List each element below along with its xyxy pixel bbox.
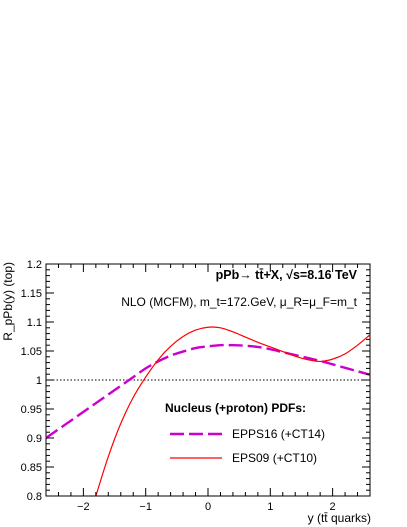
y-tick-label: 1.2 [27, 259, 42, 271]
x-tick-label: −1 [139, 501, 152, 513]
x-tick-label: 2 [330, 501, 336, 513]
y-tick-label: 1.1 [27, 317, 42, 329]
y-tick-label: 0.9 [27, 433, 42, 445]
x-axis-title: y (tt̄ quarks) [308, 511, 371, 525]
process-annotation: pPb→ tt̄+X, √s=8.16 TeV [216, 268, 358, 282]
y-tick-label: 0.95 [21, 404, 42, 416]
series-line-epps16 [45, 343, 371, 439]
legend: EPPS16 (+CT14) EPS09 (+CT10) [170, 427, 325, 465]
x-tick-label: −2 [77, 501, 90, 513]
y-tick-label: 0.85 [21, 462, 42, 474]
y-tick-label: 1.05 [21, 346, 42, 358]
axes-group: 0.8 0.85 0.9 0.95 1 1.05 1.1 1.15 1.2 −2 −1 0 1 2 [21, 259, 371, 513]
y-axis-title: R_pPb(y) (top) [1, 262, 15, 341]
y-tick-label: 0.8 [27, 491, 42, 503]
legend-label: EPS09 (+CT10) [232, 451, 317, 465]
y-tick-label: 1.15 [21, 288, 42, 300]
x-tick-label: 0 [205, 501, 211, 513]
y-tick-label: 1 [36, 375, 42, 387]
legend-label: EPPS16 (+CT14) [232, 427, 325, 441]
legend-title: Nucleus (+proton) PDFs: [165, 401, 306, 415]
x-tick-label: 1 [267, 501, 273, 513]
series-group [45, 326, 371, 497]
calculation-annotation: NLO (MCFM), m_t=172.GeV, μ_R=μ_F=m_t [121, 295, 357, 309]
series-line-eps09 [95, 326, 371, 497]
